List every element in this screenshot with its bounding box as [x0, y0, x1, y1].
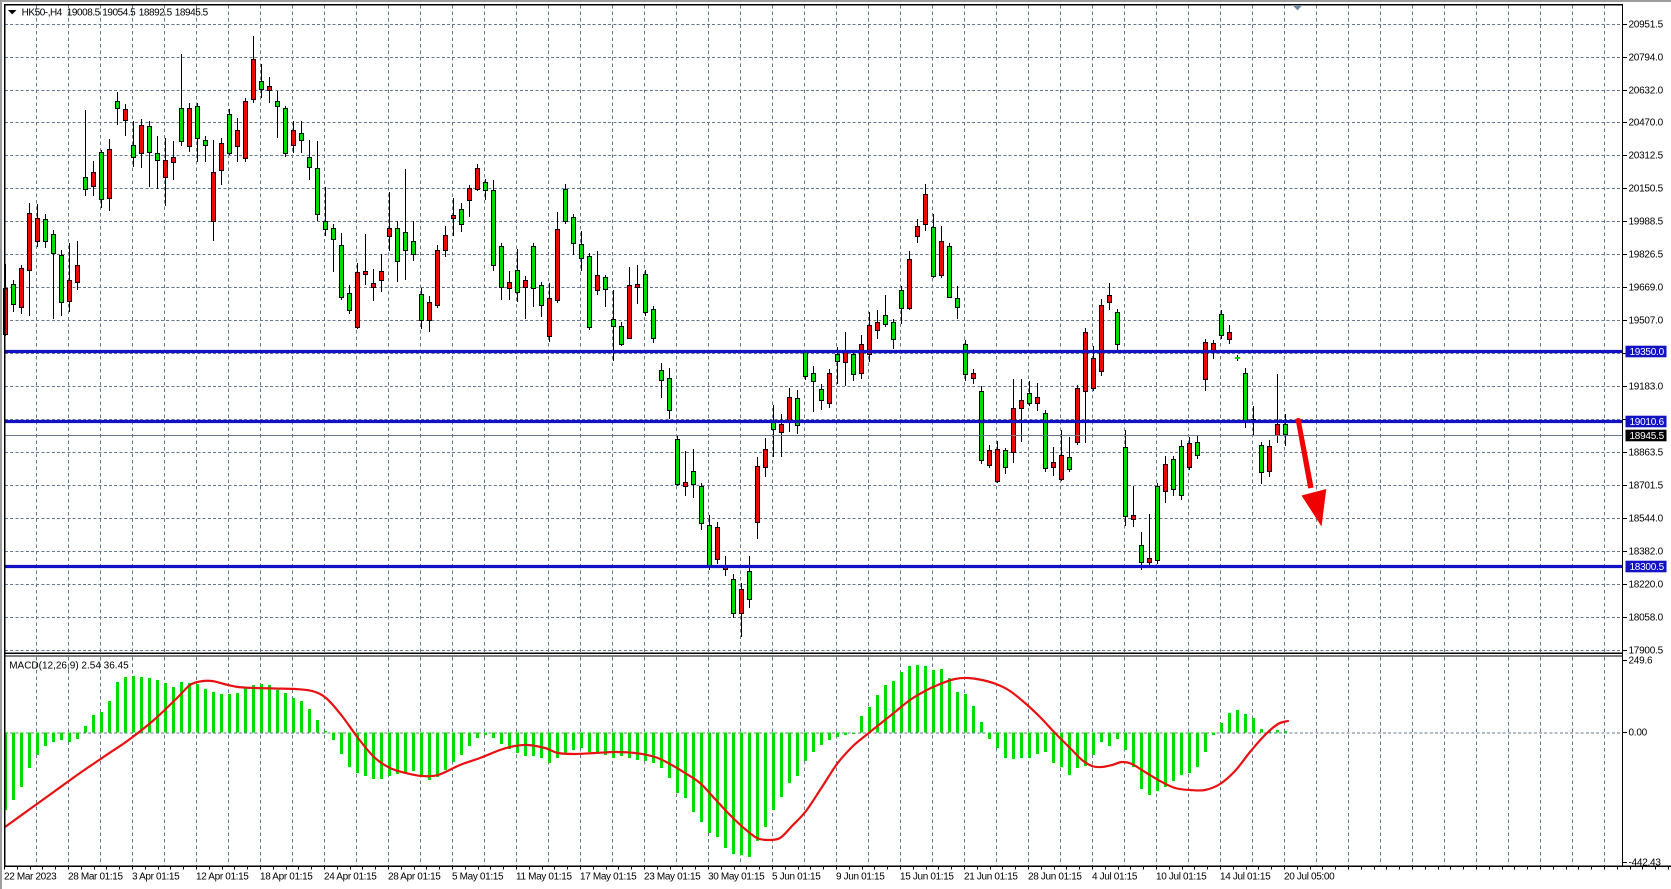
svg-text:20794.0: 20794.0	[1629, 53, 1664, 64]
svg-text:18382.0: 18382.0	[1629, 547, 1664, 558]
svg-text:17900.5: 17900.5	[1629, 646, 1664, 657]
svg-text:MACD(12,26,9) 2.54 36.45: MACD(12,26,9) 2.54 36.45	[9, 661, 129, 672]
svg-text:18058.0: 18058.0	[1629, 613, 1664, 624]
svg-text:23 May 01:15: 23 May 01:15	[644, 872, 701, 883]
svg-text:20312.5: 20312.5	[1629, 151, 1664, 162]
svg-text:18220.0: 18220.0	[1629, 580, 1664, 591]
svg-text:20470.0: 20470.0	[1629, 118, 1664, 129]
svg-text:19183.0: 19183.0	[1629, 382, 1664, 393]
svg-text:18701.5: 18701.5	[1629, 481, 1664, 492]
svg-text:20 Jul 05:00: 20 Jul 05:00	[1284, 872, 1335, 883]
svg-text:24 Apr 01:15: 24 Apr 01:15	[324, 872, 377, 883]
svg-text:30 May 01:15: 30 May 01:15	[708, 872, 765, 883]
svg-text:17 May 01:15: 17 May 01:15	[580, 872, 637, 883]
svg-text:20150.5: 20150.5	[1629, 184, 1664, 195]
svg-text:5 May 01:15: 5 May 01:15	[452, 872, 504, 883]
svg-text:19507.0: 19507.0	[1629, 316, 1664, 327]
svg-text:18863.5: 18863.5	[1629, 448, 1664, 459]
svg-text:19669.0: 19669.0	[1629, 283, 1664, 294]
svg-text:22 Mar 2023: 22 Mar 2023	[4, 872, 57, 883]
svg-text:249.6: 249.6	[1629, 656, 1653, 667]
svg-text:9 Jun 01:15: 9 Jun 01:15	[836, 872, 885, 883]
svg-text:5 Jun 01:15: 5 Jun 01:15	[772, 872, 821, 883]
svg-text:20951.5: 20951.5	[1629, 20, 1664, 31]
svg-text:28 Mar 01:15: 28 Mar 01:15	[68, 872, 124, 883]
svg-text:11 May 01:15: 11 May 01:15	[516, 872, 572, 883]
svg-text:28 Jun 01:15: 28 Jun 01:15	[1028, 872, 1082, 883]
svg-text:18544.0: 18544.0	[1629, 514, 1664, 525]
svg-text:-442.43: -442.43	[1629, 858, 1662, 869]
svg-text:15 Jun 01:15: 15 Jun 01:15	[900, 872, 954, 883]
svg-text:21 Jun 01:15: 21 Jun 01:15	[964, 872, 1018, 883]
svg-text:19010.6: 19010.6	[1630, 417, 1665, 428]
svg-text:18945.5: 18945.5	[1630, 431, 1665, 442]
svg-text:4 Jul 01:15: 4 Jul 01:15	[1092, 872, 1138, 883]
svg-text:19350.0: 19350.0	[1630, 347, 1665, 358]
svg-text:12 Apr 01:15: 12 Apr 01:15	[196, 872, 249, 883]
svg-text:0.00: 0.00	[1629, 728, 1648, 739]
svg-text:20632.0: 20632.0	[1629, 86, 1664, 97]
svg-text:18 Apr 01:15: 18 Apr 01:15	[260, 872, 313, 883]
svg-text:18300.5: 18300.5	[1630, 562, 1665, 573]
svg-text:10 Jul 01:15: 10 Jul 01:15	[1156, 872, 1207, 883]
svg-text:19826.5: 19826.5	[1629, 250, 1664, 261]
svg-text:3 Apr 01:15: 3 Apr 01:15	[132, 872, 180, 883]
svg-text:19988.5: 19988.5	[1629, 217, 1664, 228]
svg-text:28 Apr 01:15: 28 Apr 01:15	[388, 872, 441, 883]
svg-text:14 Jul 01:15: 14 Jul 01:15	[1220, 872, 1271, 883]
